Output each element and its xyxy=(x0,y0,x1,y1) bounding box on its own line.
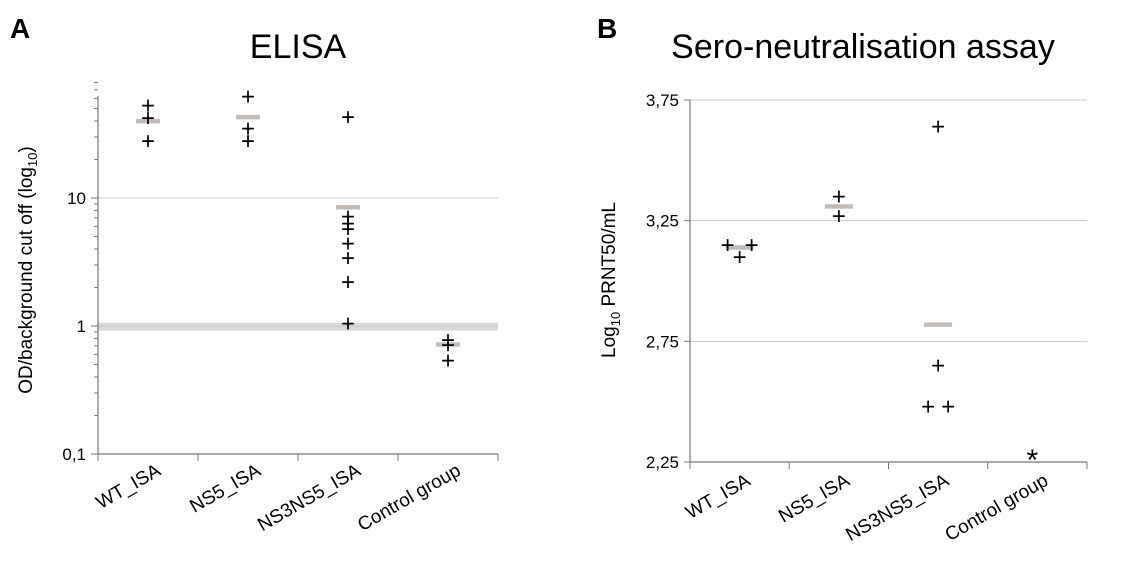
panel-a-mean-bar xyxy=(136,118,160,124)
panel-b-y-tick-label: 3,25 xyxy=(646,212,679,231)
panel-b-plot: 2,25 2,75 3,25 3,75 WT_ISA NS5_ISANS3NS5_ISAC… xyxy=(646,91,1088,546)
panel-a-data-point: + xyxy=(341,245,355,272)
panel-b-category-label: NS5_ISA xyxy=(775,470,853,527)
panel-b-data-point: + xyxy=(931,114,945,141)
panel-a-y-axis-label-sub: 10 xyxy=(25,153,40,167)
panel-b-title: Sero-neutralisation assay xyxy=(671,28,1055,66)
panel-b-y-tick-label: 2,75 xyxy=(646,332,679,351)
panel-b-data-point: + xyxy=(931,352,945,379)
panel-b-annotation-star: * xyxy=(1027,444,1039,477)
panel-b-data-point: + xyxy=(745,232,759,259)
panel-b-data-point: + xyxy=(921,393,935,420)
panel-a-category-label: Control group xyxy=(354,460,464,536)
panel-b-category-label: Control group xyxy=(942,470,1052,546)
panel-b-y-axis-label-prefix: Log xyxy=(599,326,620,358)
panel-a-y-axis-label: OD/background cut off (log10) xyxy=(16,146,40,394)
panel-b: B Sero-neutralisation assay Log10 PRNT50… xyxy=(597,13,1088,546)
panel-b-y-tick-label: 3,75 xyxy=(646,91,679,110)
panel-a-data-point: + xyxy=(341,269,355,296)
panel-a-category-label: NS3NS5_ISA xyxy=(254,460,364,536)
panel-a-data-point: + xyxy=(141,128,155,155)
panel-b-y-axis-label: Log10 PRNT50/mL xyxy=(599,202,623,358)
panel-b-category-label: NS3NS5_ISA xyxy=(842,470,952,546)
panel-b-y-tick-label: 2,25 xyxy=(646,453,679,472)
panel-a-data-point: + xyxy=(441,332,455,359)
panel-a-data-point: + xyxy=(241,84,255,111)
panel-a-data-point: + xyxy=(241,128,255,155)
panel-a-data-point: + xyxy=(341,216,355,243)
panel-b-data-point: + xyxy=(941,393,955,420)
panel-b-data-point: + xyxy=(721,232,735,259)
panel-b-mean-bar xyxy=(924,322,953,327)
panel-a-y-axis-label-tail: ) xyxy=(16,146,37,152)
panel-a-data-point: + xyxy=(141,92,155,119)
panel-a-mean-bar xyxy=(236,114,260,120)
panel-b-y-axis-label-sub: 10 xyxy=(608,312,623,326)
panel-a-category-label: WT_ISA xyxy=(93,460,165,514)
panel-b-category-label: WT_ISA xyxy=(682,470,754,524)
panel-b-letter: B xyxy=(597,13,617,44)
panel-a: A ELISA OD/background cut off (log10) 0,… xyxy=(10,13,499,536)
panel-b-data-point: + xyxy=(832,184,846,211)
panel-a-data-point: + xyxy=(441,347,455,374)
panel-a-mean-bar xyxy=(436,342,460,347)
panel-a-data-point: + xyxy=(341,231,355,258)
panel-a-letter: A xyxy=(10,13,30,44)
panel-a-y-tick-label: 10 xyxy=(67,189,86,208)
panel-a-y-tick-label: 1 xyxy=(77,317,86,336)
panel-a-data-point: + xyxy=(441,327,455,354)
panel-a-data-point: + xyxy=(341,104,355,131)
panel-b-mean-bar xyxy=(824,204,853,209)
panel-a-category-label: NS5_ISA xyxy=(186,460,264,517)
panel-a-data-point: + xyxy=(141,105,155,132)
panel-a-y-axis-label-main: OD/background cut off (log xyxy=(16,167,37,394)
panel-a-cutoff-band xyxy=(98,322,498,331)
panel-a-data-point: + xyxy=(341,203,355,230)
panel-b-y-axis-label-main: PRNT50/mL xyxy=(599,202,620,312)
panel-a-data-point: + xyxy=(241,115,255,142)
panel-b-mean-bar xyxy=(725,245,754,250)
panel-a-mean-bar xyxy=(336,205,360,210)
panel-a-y-tick-label: 0,1 xyxy=(62,445,86,464)
panel-a-data-point: + xyxy=(341,310,355,337)
panel-b-data-point: + xyxy=(832,203,846,230)
panel-b-data-point: + xyxy=(733,244,747,271)
panel-a-title: ELISA xyxy=(250,28,347,66)
panel-a-data-point: + xyxy=(341,211,355,238)
